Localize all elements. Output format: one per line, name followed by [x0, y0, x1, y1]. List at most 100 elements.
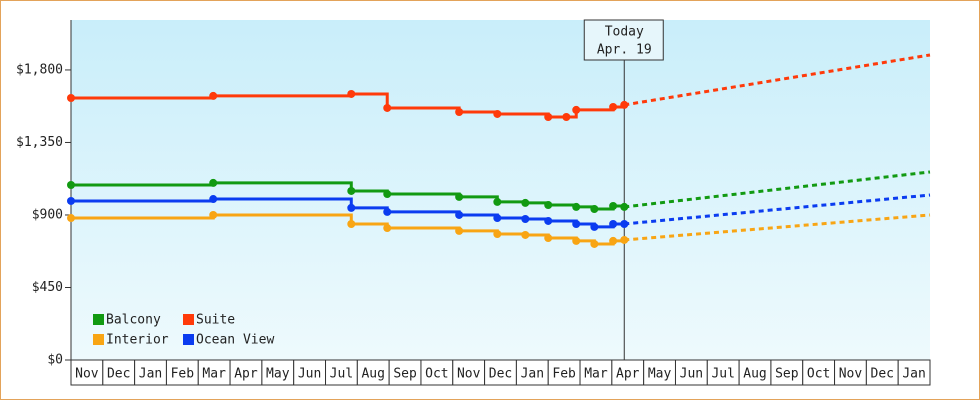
x-tick-box	[706, 359, 740, 386]
point	[347, 203, 356, 212]
today-date: Apr. 19	[597, 43, 652, 58]
legend-label: Interior	[106, 333, 169, 348]
x-tick-label: Jul	[711, 367, 734, 382]
point	[67, 93, 75, 102]
legend-label: Balcony	[106, 313, 161, 328]
point	[209, 195, 218, 204]
point	[620, 235, 629, 244]
point	[347, 186, 356, 195]
x-tick-label: Jan	[521, 367, 544, 382]
point	[590, 205, 599, 214]
x-tick-label: Jan	[902, 367, 925, 382]
x-tick-box	[515, 359, 549, 386]
x-tick-box	[420, 359, 454, 386]
y-tick-label: $450	[32, 280, 63, 295]
point	[572, 236, 581, 245]
forecast-line	[624, 193, 931, 226]
x-tick-box	[643, 359, 676, 386]
y-tick-label: $1,800	[16, 62, 63, 77]
point	[67, 181, 75, 190]
point	[609, 103, 618, 112]
x-tick-label: Aug	[743, 367, 766, 382]
y-tick-label: $1,350	[16, 135, 63, 150]
legend-swatch	[183, 334, 194, 345]
point	[209, 91, 218, 100]
x-tick-label: Sep	[393, 367, 417, 382]
x-tick-label: Mar	[202, 367, 226, 382]
x-tick-label: Jun	[298, 367, 321, 382]
x-tick-box	[484, 359, 517, 386]
x-tick-label: Dec	[107, 367, 130, 382]
point	[209, 178, 218, 187]
point	[572, 202, 581, 211]
x-tick-label: Dec	[871, 367, 894, 382]
x-tick-label: Nov	[75, 367, 99, 382]
x-tick-box	[834, 359, 867, 386]
point	[572, 220, 581, 228]
x-tick-label: Mar	[584, 367, 608, 382]
x-tick-label: Nov	[457, 367, 481, 382]
forecast-line	[624, 170, 931, 209]
forecast-line	[624, 53, 931, 107]
point	[521, 198, 530, 207]
y-tick-label: $0	[47, 353, 63, 368]
x-tick-label: Jul	[330, 367, 353, 382]
x-tick-label: May	[648, 367, 672, 382]
point	[383, 190, 392, 199]
x-tick-label: Aug	[361, 367, 384, 382]
legend-swatch	[93, 334, 104, 345]
point	[455, 108, 464, 117]
x-tick-label: Jun	[680, 367, 703, 382]
point	[493, 229, 502, 238]
point	[562, 113, 571, 122]
legend-swatch	[93, 314, 104, 325]
x-tick-label: Nov	[839, 367, 863, 382]
point	[544, 200, 553, 209]
plot-area	[71, 20, 930, 360]
point	[67, 196, 75, 205]
x-tick-box	[293, 359, 327, 386]
point	[544, 216, 553, 225]
x-tick-label: Oct	[807, 367, 830, 382]
point	[521, 230, 530, 239]
x-tick-box	[579, 359, 613, 386]
point	[383, 207, 392, 216]
point	[347, 220, 356, 228]
y-tick-label: $900	[32, 207, 63, 222]
x-tick-box	[738, 359, 772, 386]
point	[493, 109, 502, 118]
point	[347, 89, 356, 98]
point	[609, 236, 618, 245]
point	[620, 220, 629, 228]
x-tick-box	[611, 359, 645, 386]
point	[609, 220, 618, 228]
point	[521, 215, 530, 224]
point	[383, 224, 392, 233]
today-box	[583, 19, 664, 61]
x-tick-label: Feb	[171, 367, 195, 382]
point	[455, 210, 464, 219]
point	[544, 113, 553, 122]
x-tick-label: Dec	[489, 367, 512, 382]
point	[455, 192, 464, 201]
x-tick-label: Apr	[234, 367, 258, 382]
point	[620, 202, 629, 211]
point	[209, 210, 218, 219]
point	[493, 197, 502, 206]
x-tick-label: Oct	[425, 367, 448, 382]
forecast-line	[624, 213, 931, 242]
x-tick-label: Feb	[552, 367, 576, 382]
point	[544, 234, 553, 243]
x-tick-label: Apr	[616, 367, 640, 382]
point	[609, 201, 618, 210]
legend-label: Ocean View	[196, 333, 274, 348]
legend-label: Suite	[196, 313, 235, 328]
today-label: Today	[605, 25, 644, 40]
point	[67, 214, 75, 223]
point	[572, 105, 581, 114]
point	[383, 103, 392, 112]
legend-swatch	[183, 314, 194, 325]
x-tick-label: Jan	[139, 367, 162, 382]
point	[590, 239, 599, 248]
